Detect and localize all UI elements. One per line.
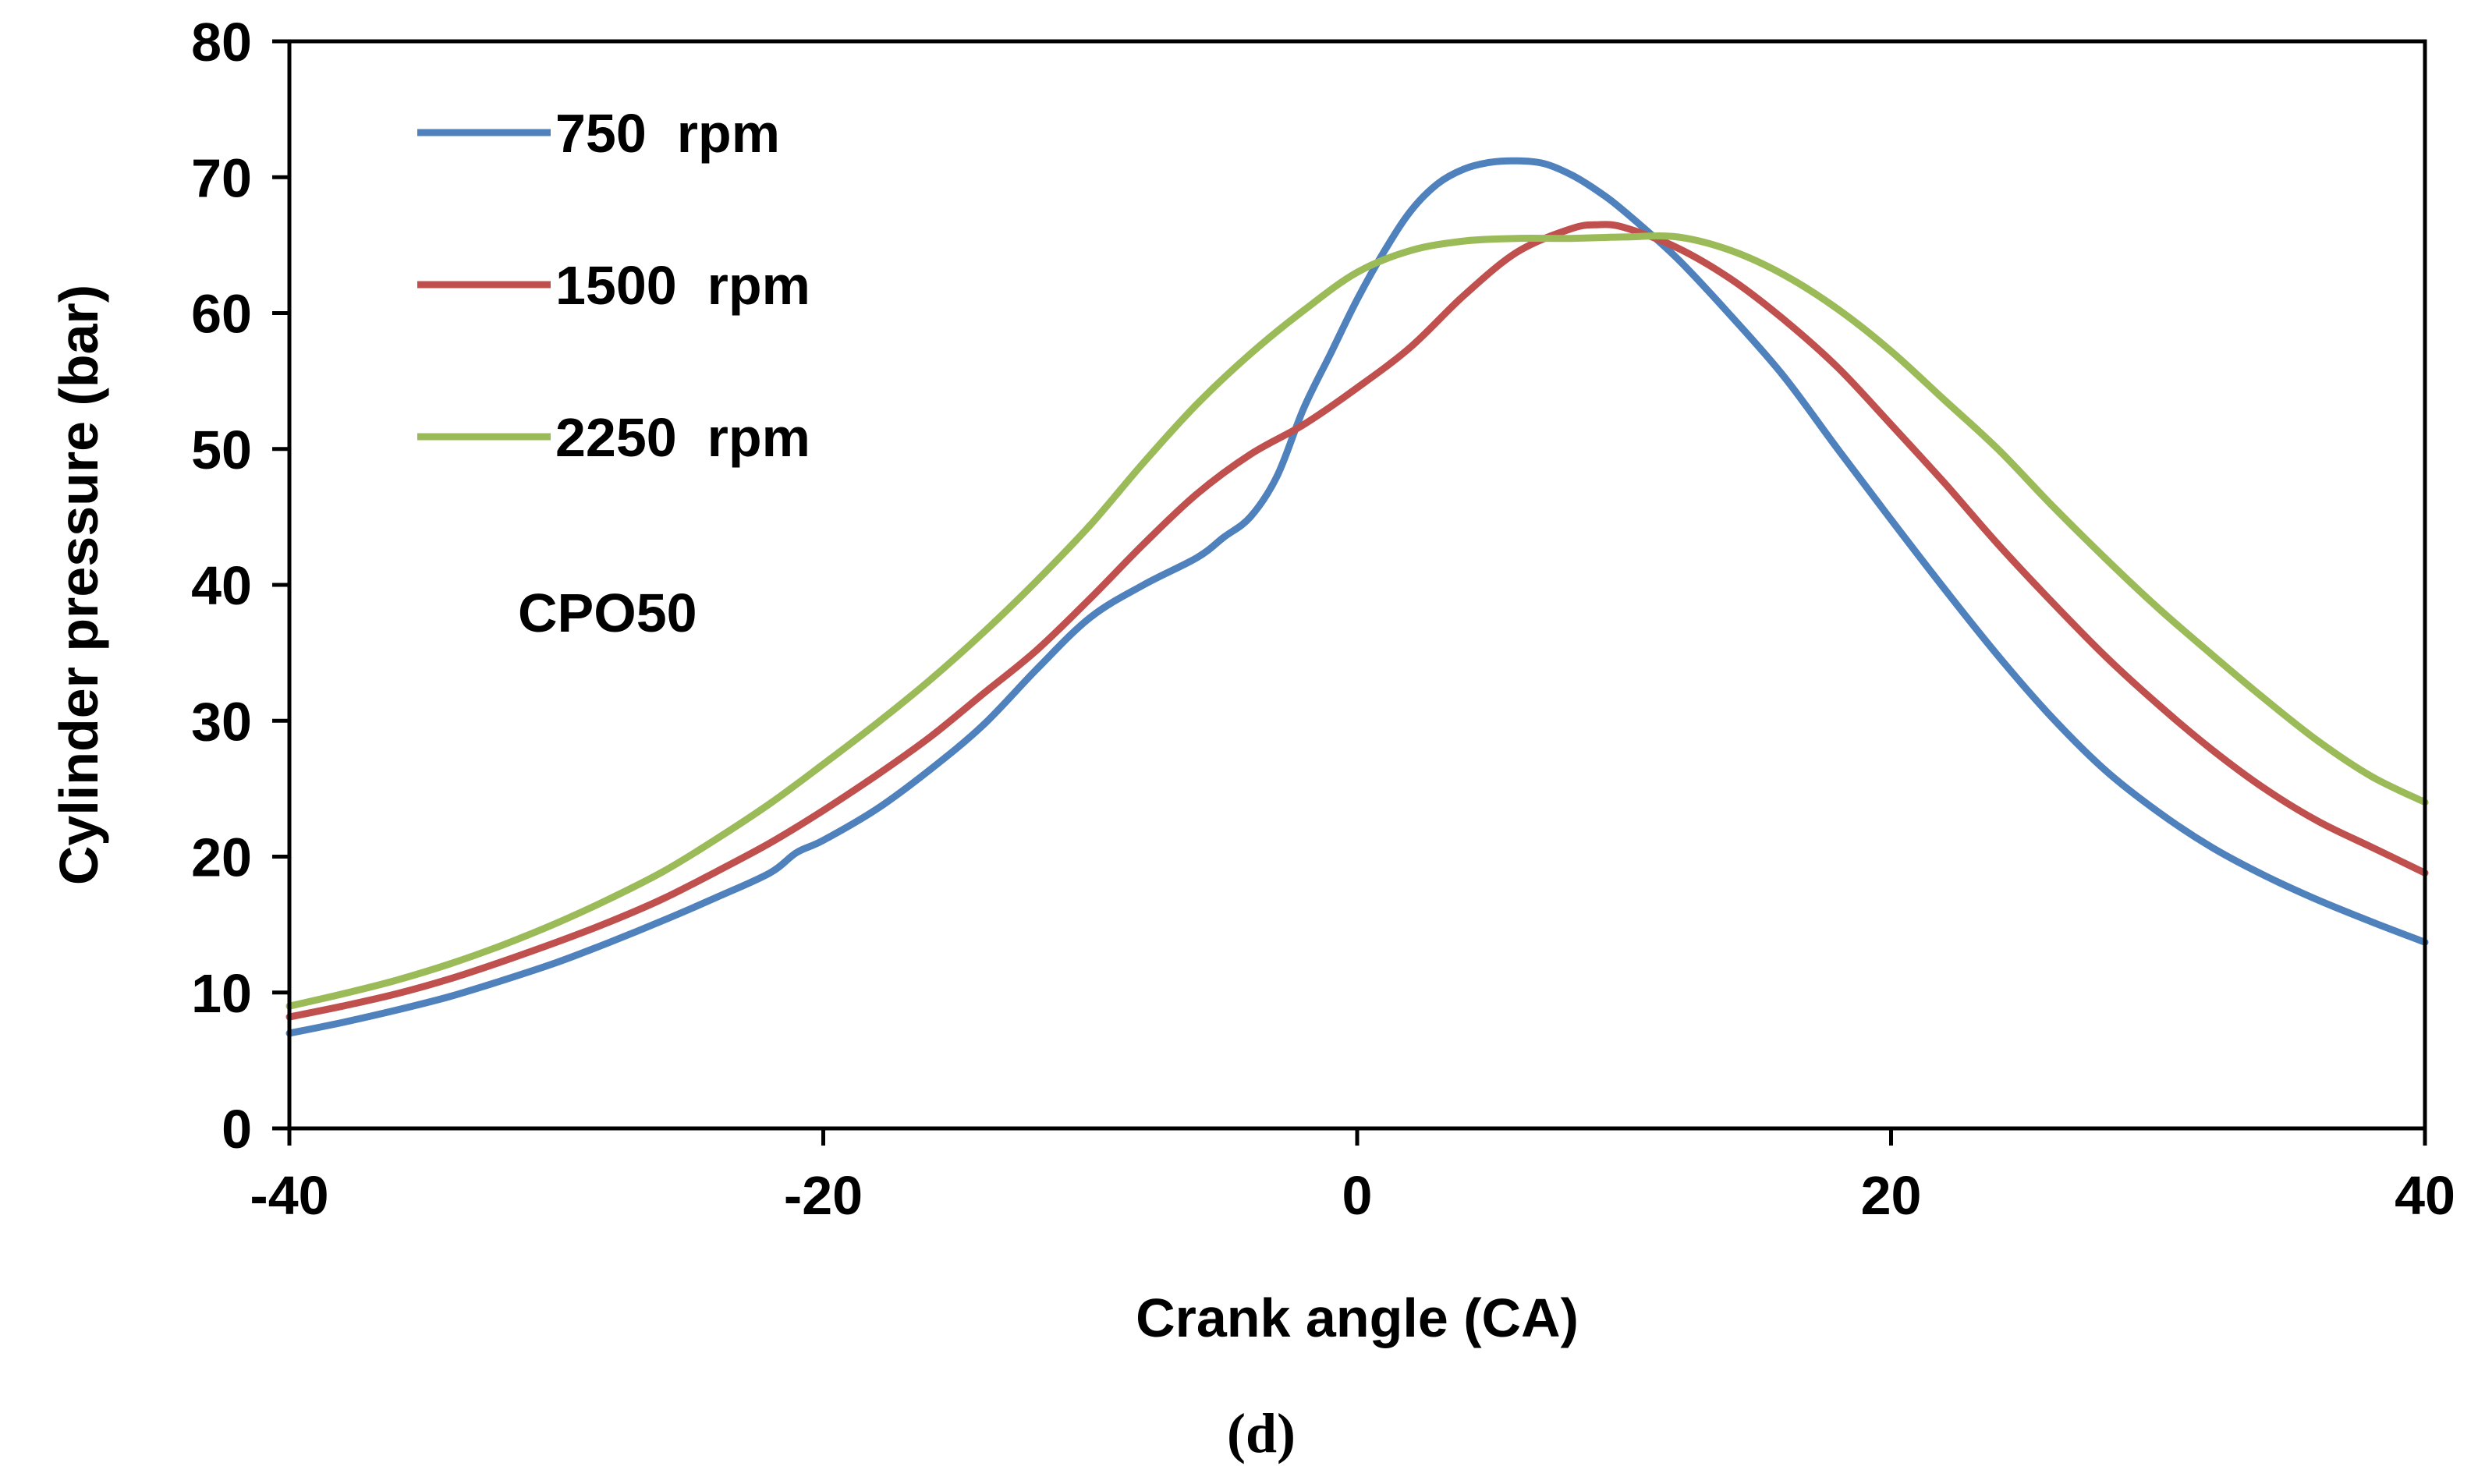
- x-axis-title: Crank angle (CA): [1136, 1287, 1579, 1348]
- x-tick-label: 0: [1342, 1165, 1373, 1226]
- series-line-1500-rpm: [285, 221, 2429, 1021]
- series-line-2250-rpm: [285, 232, 2429, 1010]
- legend-label-750-rpm: 750 rpm: [555, 103, 780, 164]
- x-tick-label: 40: [2395, 1165, 2455, 1226]
- panel-label: (d): [1227, 1402, 1296, 1465]
- chart-annotation: CPO50: [518, 583, 697, 643]
- x-tick-label: 20: [1861, 1165, 1922, 1226]
- y-tick-label: 30: [191, 691, 252, 752]
- y-tick-label: 60: [191, 284, 252, 345]
- y-tick-label: 80: [191, 12, 252, 73]
- y-tick-label: 50: [191, 420, 252, 480]
- legend-label-1500-rpm: 1500 rpm: [555, 255, 810, 316]
- y-tick-label: 0: [222, 1099, 252, 1160]
- legend-label-2250-rpm: 2250 rpm: [555, 407, 810, 468]
- axis-layer: -40 -20 0 20 40 0 10 20 30 40 50 60 70 80: [191, 12, 2455, 1226]
- legend: 750 rpm 1500 rpm 2250 rpm: [417, 103, 810, 468]
- y-axis-title: Cylinder pressure (bar): [48, 285, 109, 885]
- series-line-750-rpm: [285, 157, 2429, 1037]
- x-tick-label: -40: [250, 1165, 328, 1226]
- y-tick-label: 40: [191, 555, 252, 616]
- series-layer: [285, 157, 2429, 1037]
- y-tick-label: 70: [191, 147, 252, 208]
- x-tick-label: -20: [784, 1165, 863, 1226]
- y-tick-label: 10: [191, 963, 252, 1024]
- y-tick-label: 20: [191, 827, 252, 888]
